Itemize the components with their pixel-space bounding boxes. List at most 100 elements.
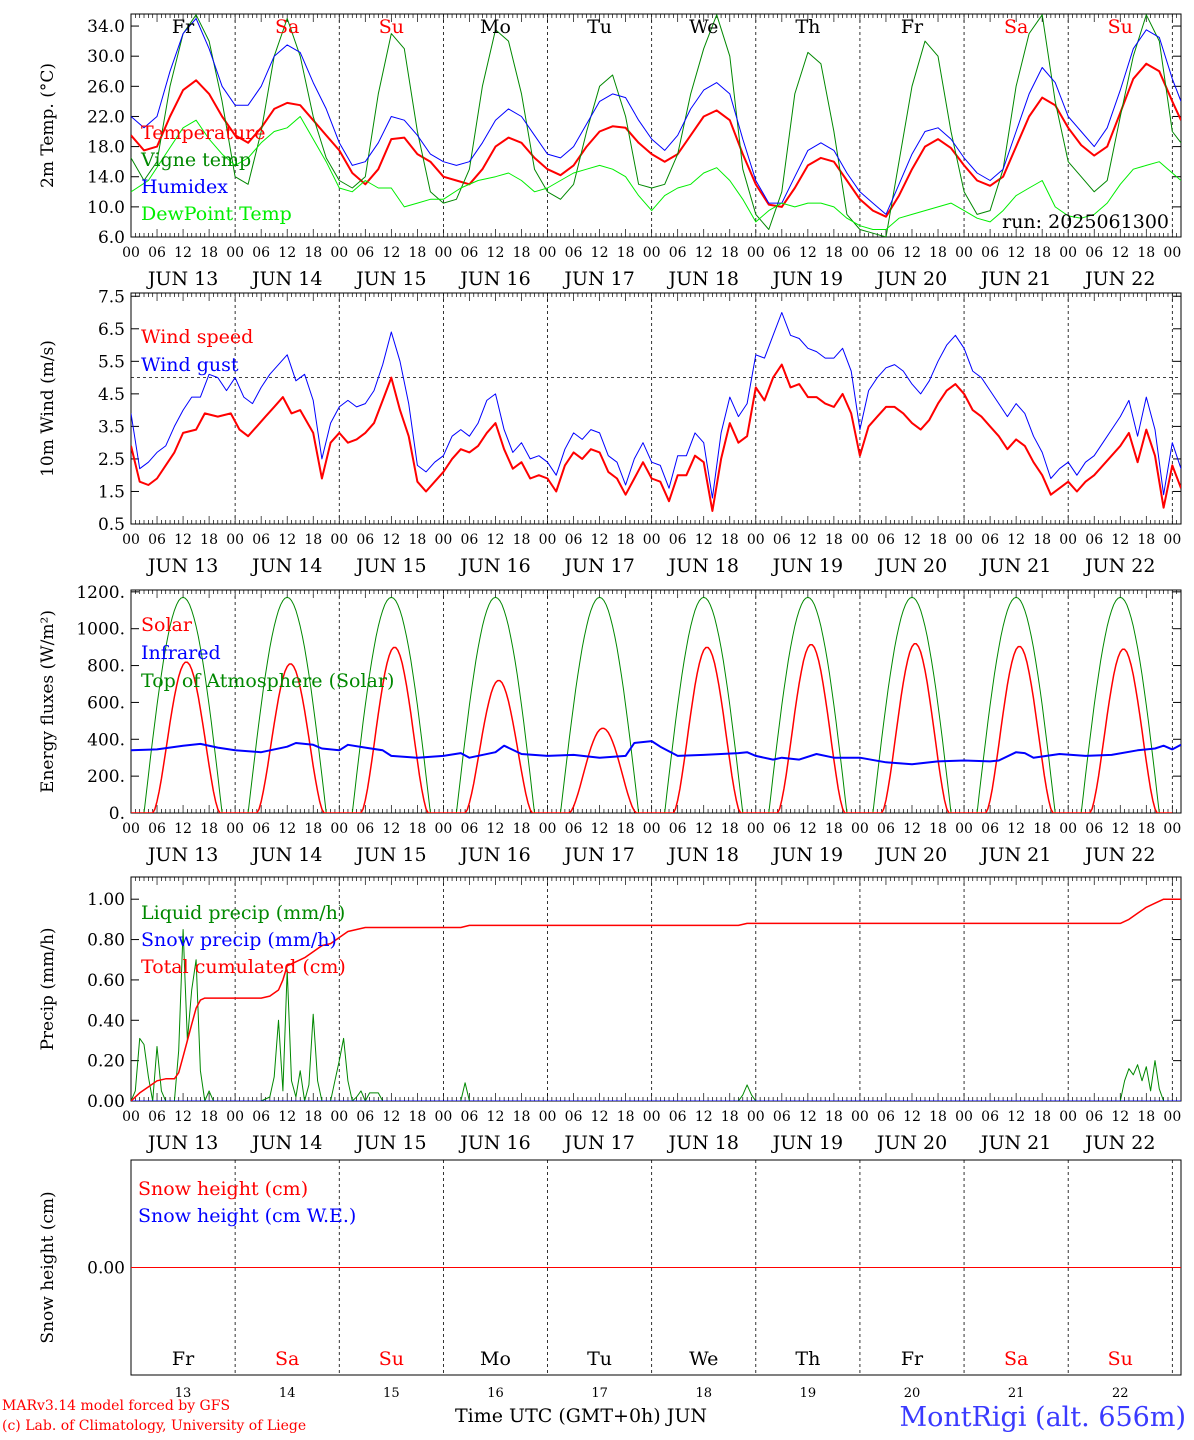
hour-tick-label: 12 [695, 1109, 713, 1125]
y-tick-label: 6.0 [98, 228, 125, 248]
hour-tick-label: 12 [591, 1109, 609, 1125]
hour-tick-label: 06 [877, 821, 895, 837]
bottom-day-label: Tu [587, 1348, 612, 1370]
bottom-day-number: 19 [800, 1386, 817, 1400]
hour-tick-label: 12 [382, 532, 400, 548]
y-tick-label: 0.40 [87, 1011, 125, 1031]
bottom-day-number: 14 [279, 1386, 296, 1400]
hour-tick-label: 12 [1111, 245, 1129, 261]
hour-tick-label: 06 [669, 532, 687, 548]
y-axis-label: Energy fluxes (W/m²) [38, 610, 58, 793]
hour-tick-label: 00 [1059, 245, 1077, 261]
hour-tick-label: 00 [851, 245, 869, 261]
bottom-day-label: Fr [172, 1348, 195, 1370]
hour-tick-label: 00 [539, 1109, 557, 1125]
bottom-day-number: 16 [487, 1386, 504, 1400]
bottom-day-label: Sa [1004, 1348, 1028, 1370]
date-label: JUN 13 [146, 1132, 218, 1154]
date-label: JUN 21 [979, 844, 1051, 866]
bottom-day-number: 20 [904, 1386, 921, 1400]
date-label: JUN 17 [562, 844, 634, 866]
hour-tick-label: 18 [929, 245, 947, 261]
hour-tick-label: 00 [1163, 821, 1181, 837]
y-tick-label: 800. [87, 657, 125, 677]
hour-tick-label: 18 [617, 821, 635, 837]
date-label: JUN 17 [562, 555, 634, 577]
hour-tick-label: 12 [174, 821, 192, 837]
y-tick-label: 0.00 [87, 1092, 125, 1112]
bottom-day-number: 22 [1112, 1386, 1129, 1400]
bottom-day-label: Su [379, 1348, 404, 1370]
hour-tick-label: 00 [747, 821, 765, 837]
y-axis-label: Precip (mm/h) [38, 927, 58, 1050]
date-label: JUN 14 [250, 1132, 322, 1154]
y-tick-label: 1.5 [98, 482, 125, 502]
hour-tick-label: 06 [461, 245, 479, 261]
hour-tick-label: 12 [487, 821, 505, 837]
lab-credit-line: (c) Lab. of Climatology, University of L… [2, 1418, 307, 1434]
y-axis-label: 10m Wind (m/s) [38, 340, 58, 477]
hour-tick-label: 00 [1059, 532, 1077, 548]
plot-frame [130, 589, 1182, 814]
legend-entry: Snow height (cm) [138, 1178, 308, 1200]
hour-tick-label: 18 [304, 1109, 322, 1125]
hour-tick-label: 18 [929, 821, 947, 837]
hour-tick-label: 18 [408, 532, 426, 548]
hour-tick-label: 12 [591, 532, 609, 548]
hour-tick-label: 06 [565, 532, 583, 548]
series-line-dewpoint-temp [131, 116, 1181, 230]
hour-tick-label: 18 [1137, 245, 1155, 261]
hour-tick-label: 18 [825, 532, 843, 548]
hour-tick-label: 18 [513, 245, 531, 261]
hour-tick-label: 00 [434, 1109, 452, 1125]
hour-tick-label: 00 [1059, 1109, 1077, 1125]
hour-tick-label: 00 [539, 245, 557, 261]
y-tick-label: 7.5 [98, 287, 125, 307]
hour-tick-label: 06 [461, 821, 479, 837]
hour-tick-label: 06 [981, 245, 999, 261]
hour-tick-label: 18 [200, 532, 218, 548]
hour-tick-label: 18 [408, 245, 426, 261]
hour-tick-label: 06 [877, 1109, 895, 1125]
series-line-infrared [131, 740, 1181, 766]
date-label: JUN 15 [354, 555, 426, 577]
hour-tick-label: 06 [773, 1109, 791, 1125]
top-day-label: Su [379, 16, 404, 38]
hour-tick-label: 18 [513, 532, 531, 548]
bottom-day-label: Mo [480, 1348, 511, 1370]
date-label: JUN 15 [354, 844, 426, 866]
hour-tick-label: 18 [721, 821, 739, 837]
y-tick-label: 600. [87, 693, 125, 713]
hour-tick-label: 18 [825, 1109, 843, 1125]
chart-panel-2: 0.5 1.5 2.5 3.5 4.5 5.5 6.5 7.5 10m Wind (m/s) Wi… [38, 287, 1182, 577]
hour-tick-label: 18 [617, 532, 635, 548]
date-label: JUN 18 [666, 268, 738, 290]
hour-tick-label: 18 [304, 821, 322, 837]
hour-tick-label: 12 [1111, 821, 1129, 837]
hour-tick-label: 00 [434, 821, 452, 837]
date-label: JUN 20 [875, 844, 947, 866]
hour-tick-label: 12 [382, 821, 400, 837]
chart-panel-3: 0. 200. 400. 600. 800. 1000. 1200. Energy fluxe… [38, 583, 1182, 866]
hour-tick-label: 12 [903, 821, 921, 837]
hour-tick-label: 18 [929, 1109, 947, 1125]
hour-tick-label: 18 [617, 1109, 635, 1125]
hour-tick-label: 00 [539, 532, 557, 548]
date-label: JUN 20 [875, 555, 947, 577]
hour-tick-label: 12 [695, 245, 713, 261]
hour-tick-label: 18 [304, 532, 322, 548]
hour-tick-label: 12 [799, 245, 817, 261]
date-label: JUN 15 [354, 1132, 426, 1154]
hour-tick-label: 18 [721, 532, 739, 548]
hour-tick-label: 18 [929, 532, 947, 548]
date-label: JUN 22 [1083, 555, 1155, 577]
hour-tick-label: 18 [1137, 1109, 1155, 1125]
hour-tick-label: 00 [226, 821, 244, 837]
hour-tick-label: 12 [174, 1109, 192, 1125]
hour-tick-label: 06 [877, 532, 895, 548]
bottom-day-label: Sa [275, 1348, 299, 1370]
y-tick-label: 200. [87, 767, 125, 787]
hour-tick-label: 00 [434, 245, 452, 261]
model-credit-line: MARv3.14 model forced by GFS [2, 1398, 231, 1414]
chart-panel-4: 0.00 0.20 0.40 0.60 0.80 1.00 Precip (mm/h) Liq… [38, 876, 1182, 1154]
